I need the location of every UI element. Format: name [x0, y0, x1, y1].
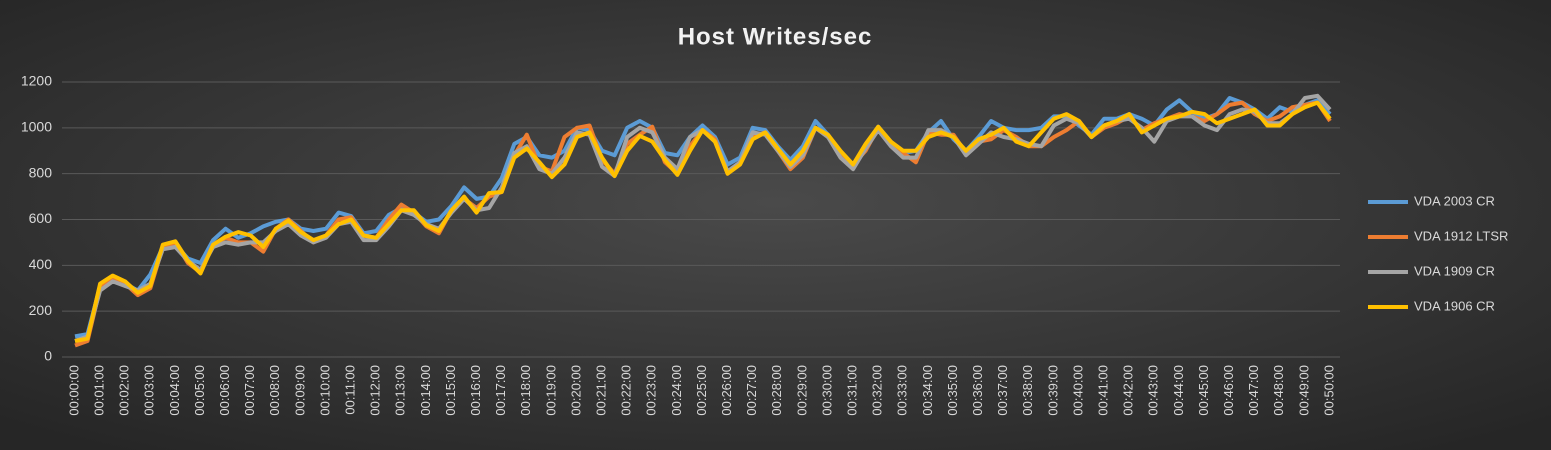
x-tick-label: 00:44:00	[1171, 365, 1186, 416]
x-tick-label: 00:06:00	[217, 365, 232, 416]
x-tick-label: 00:40:00	[1070, 365, 1085, 416]
x-tick-label: 00:38:00	[1020, 365, 1035, 416]
x-tick-label: 00:32:00	[870, 365, 885, 416]
x-tick-label: 00:30:00	[819, 365, 834, 416]
x-tick-label: 00:35:00	[945, 365, 960, 416]
legend-label: VDA 1912 LTSR	[1414, 228, 1508, 243]
x-tick-label: 00:13:00	[393, 365, 408, 416]
x-tick-label: 00:08:00	[267, 365, 282, 416]
x-tick-label: 00:14:00	[418, 365, 433, 416]
x-tick-label: 00:01:00	[92, 365, 107, 416]
chart-title: Host Writes/sec	[678, 23, 873, 50]
y-tick-label: 1200	[21, 73, 52, 89]
x-tick-label: 00:21:00	[594, 365, 609, 416]
x-tick-label: 00:15:00	[443, 365, 458, 416]
x-tick-label: 00:46:00	[1221, 365, 1236, 416]
y-tick-label: 200	[29, 302, 53, 318]
x-tick-label: 00:45:00	[1196, 365, 1211, 416]
x-tick-label: 00:17:00	[493, 365, 508, 416]
x-tick-label: 00:36:00	[970, 365, 985, 416]
y-tick-label: 800	[29, 164, 53, 180]
series-line	[74, 100, 1332, 343]
x-tick-label: 00:31:00	[845, 365, 860, 416]
x-tick-label: 00:43:00	[1146, 365, 1161, 416]
x-tick-label: 00:39:00	[1045, 365, 1060, 416]
x-tick-label: 00:48:00	[1271, 365, 1286, 416]
x-tick-label: 00:02:00	[117, 365, 132, 416]
x-tick-label: 00:49:00	[1296, 365, 1311, 416]
legend-label: VDA 2003 CR	[1414, 193, 1495, 208]
y-tick-label: 600	[29, 210, 53, 226]
x-tick-label: 00:42:00	[1121, 365, 1136, 416]
x-tick-label: 00:41:00	[1096, 365, 1111, 416]
x-tick-label: 00:00:00	[66, 365, 81, 416]
x-tick-label: 00:03:00	[142, 365, 157, 416]
x-tick-label: 00:23:00	[644, 365, 659, 416]
legend-label: VDA 1909 CR	[1414, 263, 1495, 278]
x-tick-label: 00:33:00	[895, 365, 910, 416]
legend-label: VDA 1906 CR	[1414, 298, 1495, 313]
x-tick-label: 00:11:00	[343, 365, 358, 415]
x-tick-label: 00:29:00	[794, 365, 809, 416]
x-tick-label: 00:26:00	[719, 365, 734, 416]
x-tick-label: 00:12:00	[368, 365, 383, 416]
x-tick-label: 00:07:00	[242, 365, 257, 416]
x-tick-label: 00:25:00	[694, 365, 709, 416]
x-tick-label: 00:18:00	[518, 365, 533, 416]
x-tick-label: 00:27:00	[744, 365, 759, 416]
x-tick-label: 00:16:00	[468, 365, 483, 416]
y-tick-label: 1000	[21, 119, 52, 135]
x-tick-label: 00:10:00	[317, 365, 332, 416]
x-tick-label: 00:34:00	[920, 365, 935, 416]
x-tick-label: 00:22:00	[619, 365, 634, 416]
x-tick-label: 00:47:00	[1246, 365, 1261, 416]
y-tick-label: 400	[29, 256, 53, 272]
y-tick-label: 0	[44, 348, 52, 364]
x-tick-label: 00:05:00	[192, 365, 207, 416]
x-tick-label: 00:37:00	[995, 365, 1010, 416]
x-tick-label: 00:04:00	[167, 365, 182, 416]
x-tick-label: 00:19:00	[543, 365, 558, 416]
x-tick-label: 00:50:00	[1321, 365, 1336, 416]
x-tick-label: 00:20:00	[568, 365, 583, 416]
x-tick-label: 00:28:00	[769, 365, 784, 416]
x-tick-label: 00:24:00	[669, 365, 684, 416]
x-tick-label: 00:09:00	[292, 365, 307, 416]
